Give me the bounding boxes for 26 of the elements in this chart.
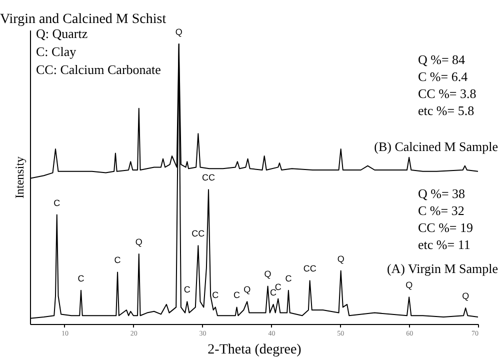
annotation: Q xyxy=(462,291,470,302)
annotation: Q xyxy=(337,254,344,264)
annotation: CC xyxy=(303,264,317,274)
annotation: CC xyxy=(202,172,216,183)
text: (A) Virgin M Sample xyxy=(386,260,498,276)
chart-title: Virgin and Calcined M Schist xyxy=(0,12,166,27)
annotation: C xyxy=(285,273,292,284)
annotation: CC xyxy=(192,228,206,239)
annotation: C xyxy=(78,273,85,284)
annotation: C xyxy=(184,284,191,295)
annotation: Q %= 38 C %= 32 CC %= 19 etc %= 11 xyxy=(418,186,474,252)
annotation: Q %= 84 C %= 6.4 CC %= 3.8 etc %= 5.8 xyxy=(418,52,476,118)
x-axis-title: 2-Theta (degree) xyxy=(208,342,302,358)
series-label: (B) Calcined M Sample xyxy=(374,139,498,154)
annotation: Q xyxy=(244,284,251,295)
annotation: Q xyxy=(406,280,413,290)
annotation: C xyxy=(54,198,61,208)
y-axis-title: Intensity xyxy=(12,156,26,198)
annotation: C xyxy=(212,290,220,300)
annotation: Q xyxy=(264,269,272,280)
annotation: Q: Quartz C: Clay CC: Calcium Carbonate xyxy=(36,26,162,77)
annotation: C xyxy=(234,290,241,300)
annotation: C xyxy=(114,255,122,266)
annotation: Q xyxy=(175,27,182,37)
annotation: Q xyxy=(135,237,142,247)
annotation: C xyxy=(274,282,282,292)
